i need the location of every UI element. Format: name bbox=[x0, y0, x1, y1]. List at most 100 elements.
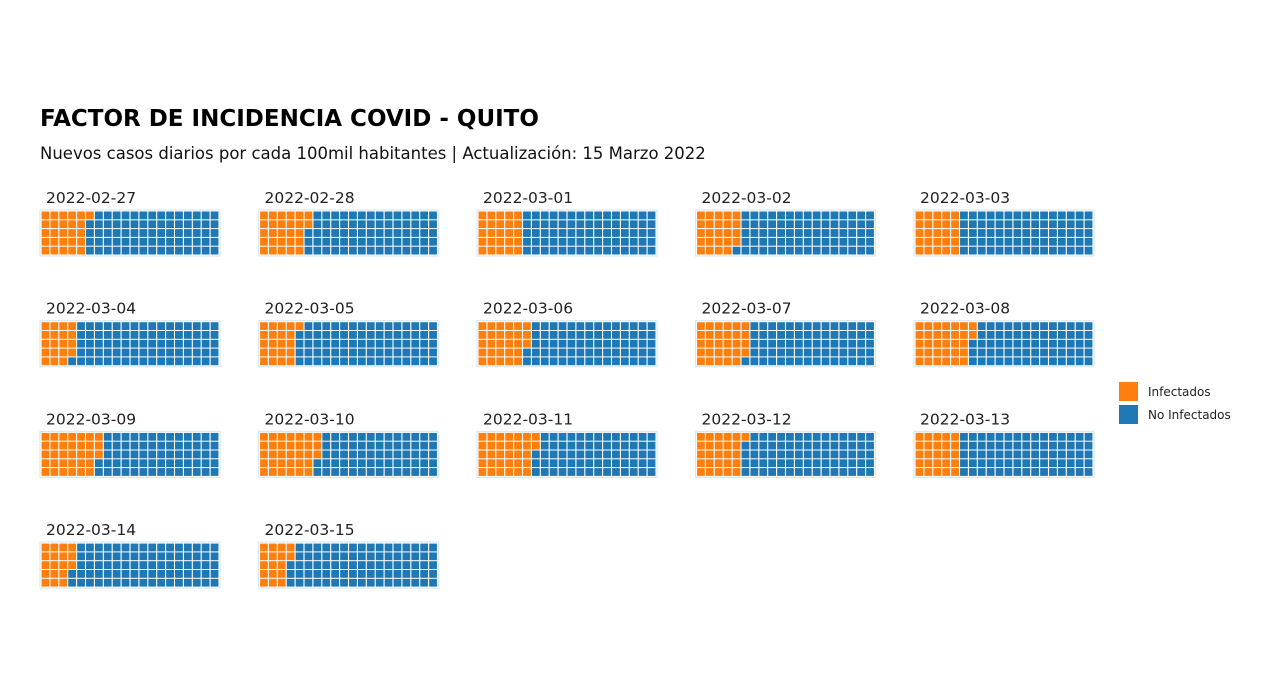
waffle-cell-infected bbox=[741, 339, 750, 348]
waffle-cell-not-infected bbox=[839, 322, 848, 330]
waffle-cell-infected bbox=[732, 220, 741, 229]
waffle-cell-not-infected bbox=[331, 552, 340, 561]
waffle-cell-not-infected bbox=[112, 459, 121, 468]
waffle-cell-not-infected bbox=[393, 220, 402, 229]
waffle-cell-not-infected bbox=[857, 441, 866, 450]
waffle-cell-infected bbox=[50, 331, 59, 339]
waffle-cell-not-infected bbox=[750, 357, 759, 366]
waffle-cell-not-infected bbox=[1004, 211, 1013, 220]
waffle-cell-not-infected bbox=[429, 339, 437, 348]
waffle-cell-not-infected bbox=[349, 543, 357, 552]
waffle-cell-infected bbox=[942, 348, 951, 357]
waffle-cell-not-infected bbox=[121, 339, 130, 348]
waffle-cell-not-infected bbox=[620, 441, 629, 450]
waffle-cell-not-infected bbox=[603, 229, 611, 237]
waffle-cell-not-infected bbox=[183, 211, 192, 220]
waffle-cell-infected bbox=[478, 348, 487, 357]
waffle-cell-not-infected bbox=[304, 322, 313, 330]
waffle-cell-not-infected bbox=[402, 552, 411, 561]
waffle-cell-not-infected bbox=[94, 570, 103, 578]
waffle-cell-not-infected bbox=[848, 450, 857, 459]
waffle-cell-not-infected bbox=[157, 246, 166, 255]
waffle-cell-infected bbox=[286, 543, 295, 552]
waffle-cell-not-infected bbox=[1049, 220, 1057, 229]
waffle-cell-not-infected bbox=[1057, 459, 1066, 468]
waffle-cell-not-infected bbox=[567, 348, 576, 357]
waffle-cell-not-infected bbox=[1057, 237, 1066, 246]
waffle-panel: 2022-03-01 bbox=[476, 189, 658, 257]
waffle-cell-not-infected bbox=[192, 432, 201, 441]
waffle-cell-infected bbox=[723, 220, 732, 229]
waffle-cell-infected bbox=[59, 578, 68, 587]
waffle-cell-not-infected bbox=[620, 468, 629, 476]
waffle-cell-not-infected bbox=[531, 220, 540, 229]
waffle-cell-not-infected bbox=[393, 339, 402, 348]
waffle-cell-not-infected bbox=[1075, 331, 1084, 339]
waffle-cell-not-infected bbox=[1075, 237, 1084, 246]
waffle-cell-infected bbox=[487, 450, 496, 459]
waffle-cell-not-infected bbox=[629, 432, 638, 441]
waffle-cell-infected bbox=[41, 229, 50, 237]
waffle-cell-not-infected bbox=[1013, 237, 1022, 246]
waffle-cell-infected bbox=[505, 459, 514, 468]
waffle-cell-not-infected bbox=[986, 348, 995, 357]
waffle-cell-infected bbox=[313, 450, 322, 459]
waffle-cell-infected bbox=[924, 348, 933, 357]
waffle-cell-not-infected bbox=[331, 220, 340, 229]
waffle-cell-infected bbox=[942, 441, 951, 450]
waffle-cell-infected bbox=[68, 450, 77, 459]
waffle-cell-not-infected bbox=[1066, 246, 1075, 255]
waffle-cell-not-infected bbox=[192, 578, 201, 587]
waffle-cell-not-infected bbox=[384, 339, 393, 348]
waffle-cell-not-infected bbox=[103, 570, 112, 578]
waffle-panel: 2022-03-11 bbox=[476, 410, 658, 478]
waffle-cell-not-infected bbox=[612, 468, 620, 476]
waffle-cell-not-infected bbox=[839, 441, 848, 450]
waffle-cell-not-infected bbox=[148, 552, 157, 561]
waffle-cell-not-infected bbox=[603, 237, 611, 246]
waffle-cell-not-infected bbox=[201, 432, 210, 441]
waffle-cell-not-infected bbox=[103, 543, 112, 552]
waffle-cell-not-infected bbox=[839, 357, 848, 366]
waffle-cell-not-infected bbox=[549, 441, 558, 450]
waffle-cell-not-infected bbox=[750, 339, 759, 348]
waffle-cell-not-infected bbox=[531, 459, 540, 468]
waffle-cell-not-infected bbox=[166, 211, 174, 220]
waffle-cell-infected bbox=[41, 570, 50, 578]
panel-date-label: 2022-03-08 bbox=[920, 300, 1010, 318]
waffle-cell-not-infected bbox=[585, 322, 594, 330]
waffle-cell-not-infected bbox=[803, 246, 812, 255]
waffle-cell-not-infected bbox=[1004, 450, 1013, 459]
waffle-cell-infected bbox=[478, 211, 487, 220]
waffle-cell-not-infected bbox=[1040, 246, 1048, 255]
waffle-cell-not-infected bbox=[1049, 211, 1057, 220]
waffle-cell-not-infected bbox=[995, 229, 1004, 237]
waffle-cell-not-infected bbox=[366, 432, 375, 441]
waffle-cell-infected bbox=[260, 348, 268, 357]
waffle-cell-not-infected bbox=[558, 211, 567, 220]
waffle-cell-not-infected bbox=[612, 331, 620, 339]
waffle-cell-not-infected bbox=[1084, 211, 1093, 220]
waffle-cell-infected bbox=[705, 348, 714, 357]
waffle-cell-not-infected bbox=[1049, 357, 1057, 366]
waffle-cell-infected bbox=[94, 432, 103, 441]
waffle-cell-not-infected bbox=[192, 220, 201, 229]
waffle-cell-not-infected bbox=[86, 220, 94, 229]
waffle-cell-not-infected bbox=[375, 322, 384, 330]
waffle-cell-infected bbox=[487, 432, 496, 441]
waffle-cell-infected bbox=[77, 450, 85, 459]
waffle-cell-infected bbox=[268, 322, 277, 330]
waffle-cell-not-infected bbox=[750, 432, 759, 441]
waffle-cell-not-infected bbox=[121, 578, 130, 587]
waffle-cell-not-infected bbox=[192, 357, 201, 366]
waffle-cell-infected bbox=[723, 331, 732, 339]
waffle-cell-not-infected bbox=[1013, 459, 1022, 468]
waffle-cell-not-infected bbox=[620, 450, 629, 459]
waffle-cell-not-infected bbox=[786, 237, 794, 246]
waffle-cell-not-infected bbox=[121, 229, 130, 237]
waffle-cell-not-infected bbox=[759, 229, 768, 237]
waffle-cell-infected bbox=[313, 432, 322, 441]
waffle-cell-not-infected bbox=[523, 211, 531, 220]
waffle-cell-not-infected bbox=[68, 357, 77, 366]
waffle-cell-not-infected bbox=[210, 229, 219, 237]
